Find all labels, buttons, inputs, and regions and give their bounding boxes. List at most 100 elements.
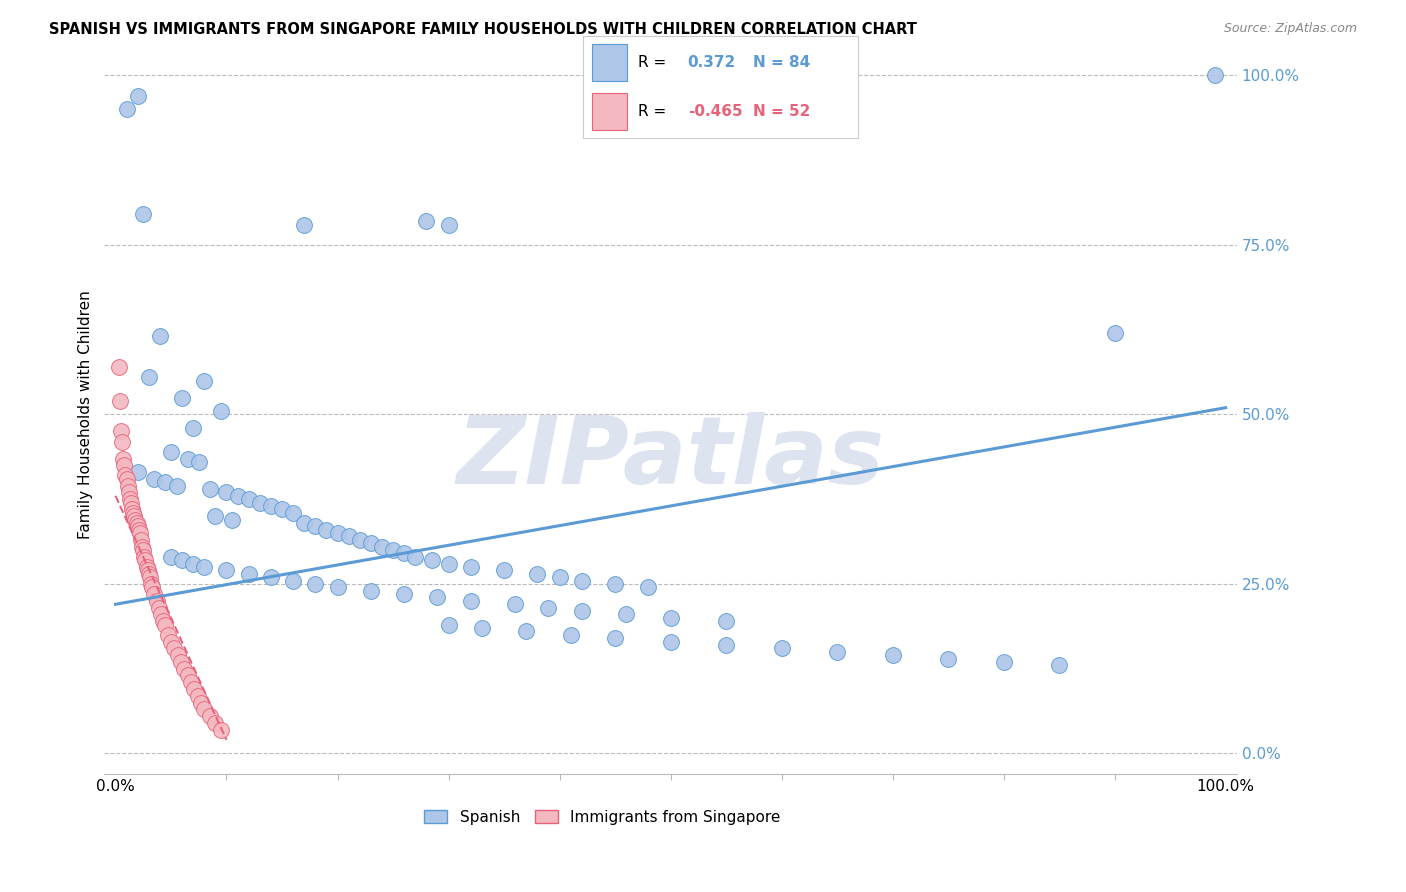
Point	[503, 597, 526, 611]
Point	[304, 577, 326, 591]
Point	[190, 696, 212, 710]
Point	[337, 529, 360, 543]
Point	[260, 499, 283, 513]
Point	[149, 329, 172, 343]
Point	[714, 614, 737, 628]
Point	[360, 536, 382, 550]
Point	[492, 563, 515, 577]
Point	[148, 600, 170, 615]
Point	[122, 506, 145, 520]
Point	[603, 577, 626, 591]
Point	[1204, 69, 1226, 83]
Point	[120, 495, 142, 509]
Point	[238, 566, 260, 581]
Point	[415, 214, 437, 228]
Point	[198, 709, 221, 723]
Point	[249, 495, 271, 509]
Point	[160, 634, 183, 648]
Point	[198, 482, 221, 496]
Point	[204, 715, 226, 730]
Point	[180, 675, 202, 690]
Point	[129, 533, 152, 547]
Point	[281, 506, 304, 520]
Point	[132, 543, 155, 558]
Text: SPANISH VS IMMIGRANTS FROM SINGAPORE FAMILY HOUSEHOLDS WITH CHILDREN CORRELATION: SPANISH VS IMMIGRANTS FROM SINGAPORE FAM…	[49, 22, 917, 37]
Point	[173, 662, 195, 676]
Point	[124, 512, 146, 526]
Point	[166, 648, 188, 662]
Point	[118, 492, 141, 507]
Point	[132, 207, 155, 221]
Point	[215, 563, 238, 577]
Point	[404, 549, 426, 564]
Point	[141, 580, 163, 594]
Point	[117, 478, 139, 492]
Point	[125, 516, 148, 530]
Point	[537, 600, 560, 615]
Point	[1047, 658, 1070, 673]
Point	[139, 570, 162, 584]
Point	[187, 455, 209, 469]
Point	[637, 580, 659, 594]
Point	[187, 689, 209, 703]
Point	[382, 543, 405, 558]
Point	[193, 374, 215, 388]
Point	[127, 465, 149, 479]
Point	[176, 668, 198, 682]
Point	[193, 560, 215, 574]
Text: R =: R =	[638, 104, 666, 120]
Point	[460, 560, 482, 574]
Point	[882, 648, 904, 662]
Point	[204, 509, 226, 524]
Point	[155, 475, 177, 490]
Point	[221, 512, 243, 526]
Point	[548, 570, 571, 584]
Point	[129, 526, 152, 541]
Point	[349, 533, 371, 547]
Point	[209, 723, 232, 737]
Point	[603, 631, 626, 645]
Point	[156, 628, 179, 642]
Point	[936, 651, 959, 665]
Point	[571, 604, 593, 618]
Point	[526, 566, 548, 581]
Point	[108, 359, 131, 374]
Point	[825, 645, 848, 659]
Point	[152, 614, 174, 628]
Point	[112, 451, 135, 466]
Point	[304, 519, 326, 533]
Point	[181, 421, 204, 435]
Point	[172, 391, 194, 405]
Point	[360, 583, 382, 598]
Point	[292, 516, 315, 530]
Point	[183, 681, 205, 696]
Point	[121, 502, 143, 516]
Point	[138, 370, 160, 384]
Point	[437, 617, 460, 632]
Point	[714, 638, 737, 652]
Point	[315, 523, 337, 537]
Text: N = 52: N = 52	[754, 104, 811, 120]
Point	[209, 404, 232, 418]
Point	[138, 566, 160, 581]
Point	[155, 617, 177, 632]
Point	[134, 553, 156, 567]
Point	[115, 103, 138, 117]
Point	[993, 655, 1015, 669]
Point	[163, 641, 186, 656]
Point	[659, 611, 682, 625]
Point	[128, 523, 150, 537]
Point	[659, 634, 682, 648]
Point	[326, 580, 349, 594]
Point	[560, 628, 582, 642]
Text: R =: R =	[638, 54, 666, 70]
Point	[292, 218, 315, 232]
Point	[134, 549, 156, 564]
Bar	[592, 93, 627, 130]
Point	[326, 526, 349, 541]
Point	[176, 451, 198, 466]
Point	[170, 655, 193, 669]
Point	[124, 509, 146, 524]
Point	[181, 557, 204, 571]
Point	[571, 574, 593, 588]
